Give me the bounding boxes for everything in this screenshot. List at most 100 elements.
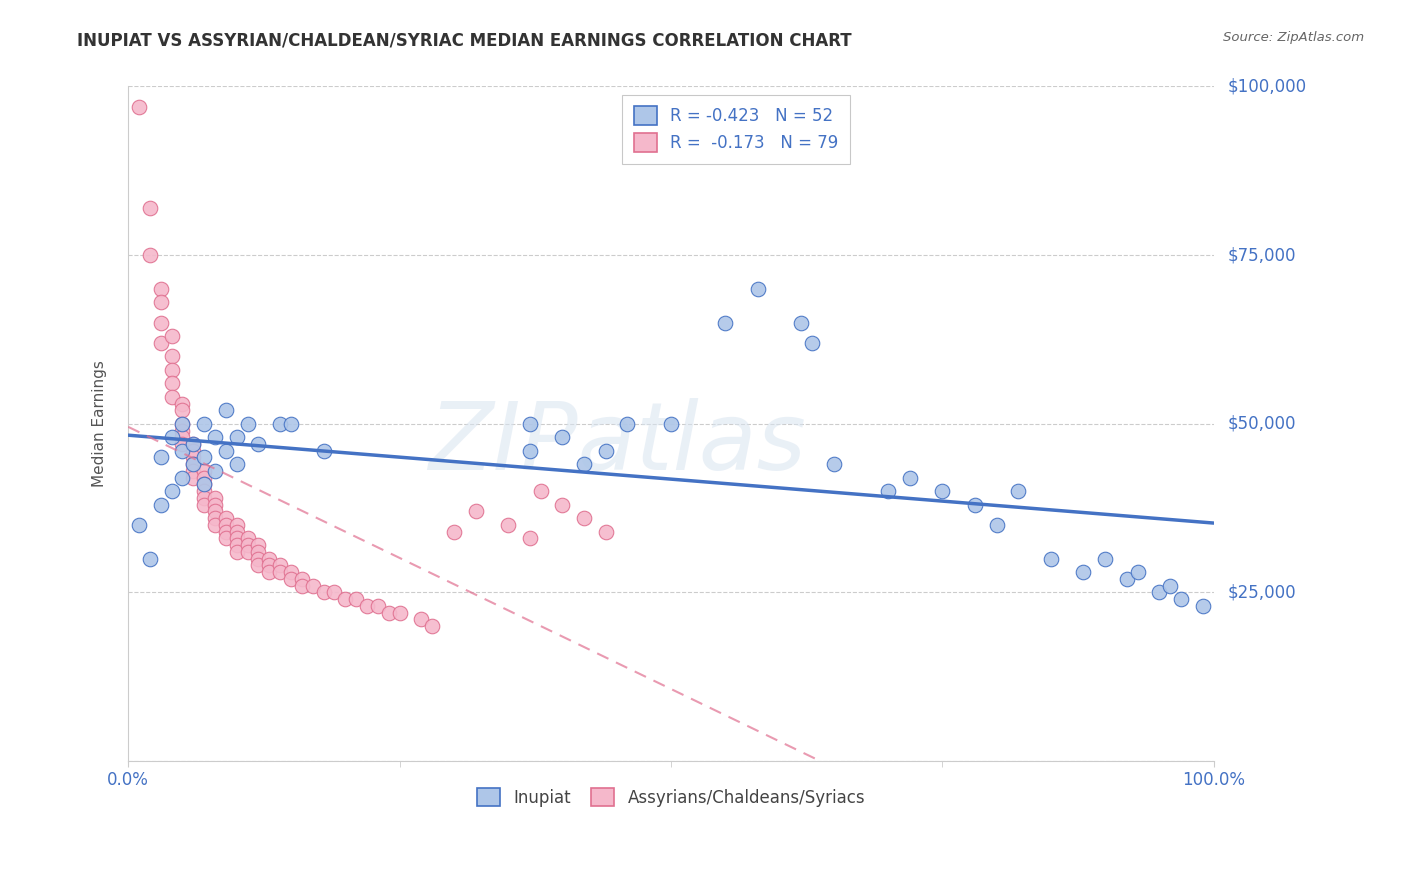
Point: [139, 201, 162, 215]
Text: $75,000: $75,000: [1227, 246, 1296, 264]
Point: [519, 532, 541, 546]
Point: [193, 484, 215, 499]
Point: [659, 417, 682, 431]
Point: [193, 417, 215, 431]
Point: [269, 558, 291, 573]
Point: [877, 484, 900, 499]
Point: [204, 498, 226, 512]
Point: [225, 524, 247, 539]
Point: [247, 545, 270, 559]
Point: [344, 592, 367, 607]
Point: [225, 545, 247, 559]
Point: [1126, 565, 1149, 579]
Point: [280, 565, 302, 579]
Point: [1191, 599, 1213, 613]
Point: [291, 579, 314, 593]
Point: [931, 484, 953, 499]
Point: [172, 430, 194, 444]
Point: [172, 403, 194, 417]
Point: [225, 538, 247, 552]
Point: [747, 282, 769, 296]
Point: [172, 471, 194, 485]
Point: [986, 518, 1008, 533]
Point: [172, 443, 194, 458]
Point: [790, 316, 813, 330]
Point: [172, 424, 194, 438]
Point: [225, 518, 247, 533]
Point: [181, 471, 204, 485]
Point: [128, 518, 150, 533]
Point: [181, 464, 204, 478]
Point: [519, 417, 541, 431]
Point: [181, 457, 204, 471]
Point: [236, 538, 259, 552]
Point: [172, 417, 194, 431]
Point: [323, 585, 346, 599]
Point: [1115, 572, 1137, 586]
Point: [204, 511, 226, 525]
Point: [1007, 484, 1029, 499]
Point: [193, 477, 215, 491]
Point: [259, 551, 281, 566]
Point: [215, 518, 238, 533]
Point: [572, 511, 595, 525]
Point: [714, 316, 737, 330]
Point: [172, 437, 194, 451]
Text: ZIPatlas: ZIPatlas: [427, 399, 806, 490]
Point: [204, 430, 226, 444]
Point: [149, 335, 172, 350]
Point: [139, 551, 162, 566]
Point: [280, 417, 302, 431]
Point: [160, 484, 183, 499]
Point: [247, 558, 270, 573]
Legend: Inupiat, Assyrians/Chaldeans/Syriacs: Inupiat, Assyrians/Chaldeans/Syriacs: [470, 781, 872, 814]
Point: [312, 443, 335, 458]
Point: [181, 437, 204, 451]
Point: [236, 417, 259, 431]
Text: $25,000: $25,000: [1227, 583, 1296, 601]
Point: [367, 599, 389, 613]
Point: [377, 606, 399, 620]
Point: [193, 491, 215, 505]
Point: [160, 349, 183, 363]
Point: [595, 524, 617, 539]
Point: [291, 572, 314, 586]
Point: [160, 329, 183, 343]
Point: [496, 518, 519, 533]
Point: [181, 450, 204, 465]
Point: [204, 504, 226, 518]
Point: [193, 471, 215, 485]
Point: [312, 585, 335, 599]
Point: [420, 619, 443, 633]
Point: [181, 443, 204, 458]
Point: [443, 524, 465, 539]
Point: [128, 100, 150, 114]
Point: [149, 450, 172, 465]
Point: [269, 417, 291, 431]
Point: [149, 282, 172, 296]
Point: [215, 403, 238, 417]
Point: [616, 417, 638, 431]
Y-axis label: Median Earnings: Median Earnings: [93, 360, 107, 487]
Point: [388, 606, 411, 620]
Point: [215, 524, 238, 539]
Point: [215, 443, 238, 458]
Point: [335, 592, 357, 607]
Point: [160, 390, 183, 404]
Point: [204, 491, 226, 505]
Point: [269, 565, 291, 579]
Point: [464, 504, 486, 518]
Text: Source: ZipAtlas.com: Source: ZipAtlas.com: [1223, 31, 1364, 45]
Point: [411, 612, 433, 626]
Point: [236, 545, 259, 559]
Point: [519, 443, 541, 458]
Point: [236, 532, 259, 546]
Point: [247, 538, 270, 552]
Point: [193, 477, 215, 491]
Point: [247, 551, 270, 566]
Point: [149, 498, 172, 512]
Point: [204, 464, 226, 478]
Point: [1094, 551, 1116, 566]
Point: [172, 417, 194, 431]
Point: [160, 430, 183, 444]
